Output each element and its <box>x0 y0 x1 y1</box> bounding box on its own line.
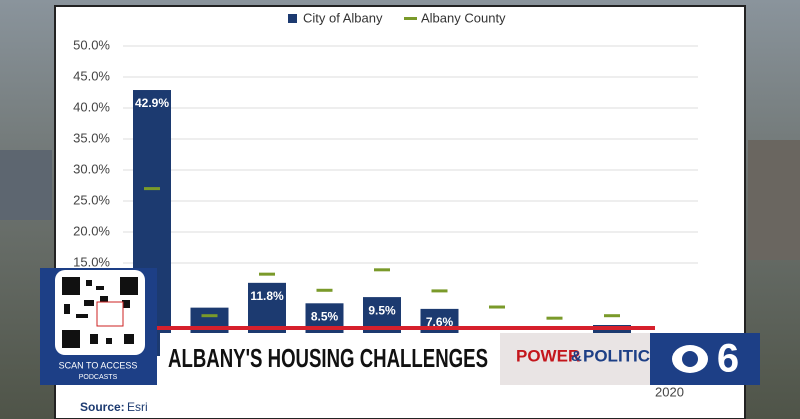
red-rule <box>155 326 655 330</box>
marker <box>489 305 505 309</box>
legend-label: City of Albany <box>303 10 383 25</box>
y-tick-label: 50.0% <box>73 37 110 52</box>
headline: ALBANY'S HOUSING CHALLENGES <box>168 343 488 373</box>
value-label: 42.9% <box>135 96 169 110</box>
qr-sub: PODCASTS <box>79 374 118 381</box>
qr-logo <box>96 301 124 327</box>
show-box <box>500 333 650 385</box>
value-label: 7.6% <box>426 315 454 329</box>
building <box>0 150 52 220</box>
marker <box>201 314 218 318</box>
value-label: 9.5% <box>368 303 396 317</box>
cbs-pupil <box>682 351 698 367</box>
lower-third: SCAN TO ACCESS PODCASTS ALBANY'S HOUSING… <box>40 268 760 385</box>
x-tick-label: 2020 <box>655 384 684 399</box>
station-number: 6 <box>717 337 739 381</box>
building <box>748 140 800 260</box>
marker <box>374 268 390 272</box>
y-tick-label: 15.0% <box>73 254 110 269</box>
legend-label: Albany County <box>421 10 506 25</box>
headline-box <box>160 333 500 385</box>
source-label: Source: <box>80 400 125 414</box>
legend-swatch <box>404 17 417 20</box>
marker <box>316 288 333 292</box>
y-tick-label: 35.0% <box>73 130 110 145</box>
y-tick-label: 20.0% <box>73 223 110 238</box>
value-label: 11.8% <box>250 289 284 303</box>
marker <box>144 187 160 191</box>
value-label: 8.5% <box>311 309 339 323</box>
y-tick-label: 30.0% <box>73 161 110 176</box>
show-amp: & <box>571 348 582 365</box>
qr-caption: SCAN TO ACCESS <box>59 360 138 370</box>
source: Esri <box>127 400 148 414</box>
y-tick-label: 45.0% <box>73 68 110 83</box>
marker <box>259 272 275 276</box>
marker <box>604 314 620 318</box>
show-left: POWER <box>516 346 580 365</box>
show-right: POLITICS <box>583 346 661 365</box>
y-tick-label: 40.0% <box>73 99 110 114</box>
marker <box>546 316 563 320</box>
legend-swatch <box>288 14 297 23</box>
y-tick-label: 25.0% <box>73 192 110 207</box>
marker <box>431 289 448 293</box>
